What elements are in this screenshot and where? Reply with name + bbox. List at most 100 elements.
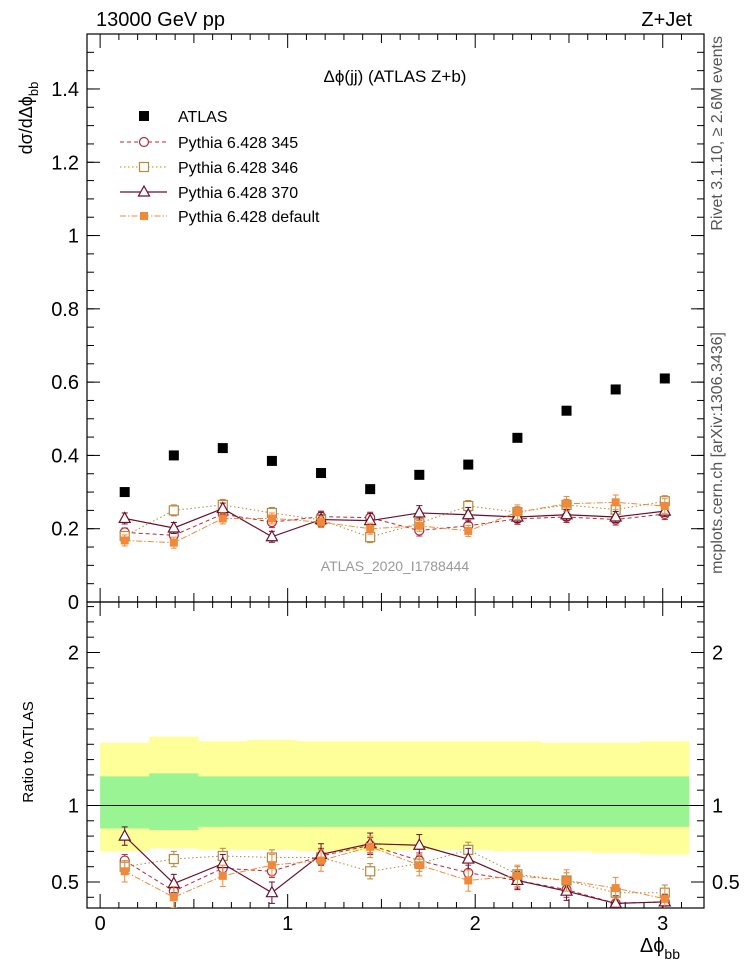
data-point-pythia-6-428-370 bbox=[412, 505, 426, 518]
legend-label-370: Pythia 6.428 370 bbox=[178, 185, 298, 202]
chart-title: Δϕ(jj) (ATLAS Z+b) bbox=[324, 67, 467, 86]
data-point-atlas bbox=[119, 487, 130, 498]
ratio-ytick-label-right: 0.5 bbox=[712, 872, 740, 894]
data-point-pythia-6-428-default bbox=[562, 876, 571, 885]
data-point-pythia-6-428-346 bbox=[168, 853, 179, 865]
data-point-pythia-6-428-default bbox=[169, 538, 178, 547]
ratio-ticks: 0.5 1 2 0.5 1 2 0 1 2 3 bbox=[51, 602, 740, 935]
data-point-pythia-6-428-default bbox=[611, 884, 620, 893]
ratio-panel: 0.5 1 2 0.5 1 2 0 1 2 3 Ratio to ATLAS Δϕbb bbox=[20, 601, 740, 962]
legend-label-346: Pythia 6.428 346 bbox=[178, 160, 298, 177]
data-point-pythia-6-428-370 bbox=[461, 851, 475, 864]
data-point-pythia-6-428-370 bbox=[118, 511, 132, 524]
main-ytick-label: 0.4 bbox=[51, 445, 79, 467]
series-line-pythia-6-428-default bbox=[124, 501, 665, 544]
legend-label-atlas: ATLAS bbox=[178, 109, 228, 126]
series-atlas bbox=[119, 373, 670, 498]
ratio-series bbox=[118, 826, 672, 908]
main-ytick-label: 1 bbox=[68, 226, 79, 248]
header-process-label: Z+Jet bbox=[641, 9, 692, 31]
data-point-pythia-6-428-default bbox=[513, 508, 522, 517]
legend-marker-346 bbox=[138, 161, 150, 173]
data-point-pythia-6-428-370 bbox=[461, 507, 475, 520]
data-point-pythia-6-428-default bbox=[267, 861, 276, 870]
main-y-axis-label: dσ/dΔϕbb bbox=[16, 82, 41, 155]
data-point-pythia-6-428-370 bbox=[118, 828, 132, 841]
data-point-atlas bbox=[168, 450, 179, 461]
data-point-pythia-6-428-default bbox=[464, 876, 473, 885]
data-point-pythia-6-428-default bbox=[366, 524, 375, 533]
xlabel-text: Δϕ bbox=[640, 935, 665, 957]
ratio-ytick-label-right: 1 bbox=[712, 795, 723, 817]
series-line-pythia-6-428-370 bbox=[124, 507, 665, 538]
legend-item-370: Pythia 6.428 370 bbox=[120, 184, 298, 202]
main-ytick-label: 0.8 bbox=[51, 299, 79, 321]
main-ytick-label: 1.4 bbox=[51, 79, 79, 101]
legend-item-345: Pythia 6.428 345 bbox=[120, 135, 298, 152]
series-pythia-6-428-default bbox=[120, 835, 669, 908]
series-pythia-6-428-370 bbox=[118, 501, 672, 543]
data-point-pythia-6-428-370 bbox=[265, 529, 279, 542]
data-point-pythia-6-428-370 bbox=[609, 509, 623, 522]
ratio-band-inner bbox=[100, 773, 690, 830]
legend-item-346: Pythia 6.428 346 bbox=[120, 160, 298, 177]
data-point-atlas bbox=[316, 468, 327, 479]
data-point-pythia-6-428-default bbox=[660, 501, 669, 510]
series-line-pythia-6-428-370 bbox=[124, 835, 665, 905]
data-point-pythia-6-428-370 bbox=[560, 507, 574, 520]
legend-item-default: Pythia 6.428 default bbox=[120, 209, 320, 226]
data-point-atlas bbox=[610, 384, 621, 395]
legend-label-345: Pythia 6.428 345 bbox=[178, 135, 298, 152]
ratio-ytick-label-right: 2 bbox=[712, 642, 723, 664]
data-point-pythia-6-428-default bbox=[366, 842, 375, 851]
ratio-xtick-label: 0 bbox=[95, 913, 106, 935]
svg-text:dσ/dΔϕbb: dσ/dΔϕbb bbox=[16, 82, 41, 155]
data-point-atlas bbox=[414, 469, 425, 480]
ratio-xtick-label: 2 bbox=[470, 913, 481, 935]
legend-marker-default bbox=[140, 212, 148, 220]
mcplots-label: mcplots.cern.ch [arXiv:1306.3436] bbox=[709, 332, 726, 574]
data-point-pythia-6-428-346 bbox=[365, 866, 376, 877]
data-point-atlas bbox=[217, 443, 228, 454]
ratio-xtick-label: 1 bbox=[282, 913, 293, 935]
data-point-atlas bbox=[561, 405, 572, 416]
data-point-pythia-6-428-default bbox=[120, 867, 129, 876]
legend-marker-345 bbox=[138, 136, 150, 148]
data-point-atlas bbox=[659, 373, 670, 384]
x-axis-label: Δϕbb bbox=[640, 935, 680, 962]
data-point-pythia-6-428-default bbox=[415, 861, 424, 870]
legend-item-atlas: ATLAS bbox=[139, 109, 228, 126]
data-point-atlas bbox=[463, 459, 474, 470]
series-pythia-6-428-default bbox=[120, 494, 669, 549]
ratio-ytick-label: 0.5 bbox=[51, 872, 79, 894]
data-point-pythia-6-428-346 bbox=[168, 505, 179, 516]
data-point-pythia-6-428-370 bbox=[265, 885, 279, 898]
data-point-pythia-6-428-default bbox=[317, 856, 326, 865]
series-pythia-6-428-345 bbox=[119, 508, 670, 542]
data-point-pythia-6-428-default bbox=[562, 499, 571, 508]
data-point-atlas bbox=[266, 455, 277, 466]
series-line-pythia-6-428-346 bbox=[124, 849, 665, 894]
main-ytick-label: 0 bbox=[68, 592, 79, 614]
legend-label-default: Pythia 6.428 default bbox=[178, 209, 320, 226]
main-ylabel-sub: bb bbox=[26, 82, 41, 96]
ratio-bands bbox=[87, 736, 704, 855]
data-point-pythia-6-428-default bbox=[218, 871, 227, 880]
main-ytick-label: 1.2 bbox=[51, 152, 79, 174]
series-pythia-6-428-370 bbox=[118, 826, 672, 908]
main-series bbox=[118, 373, 672, 549]
series-line-pythia-6-428-default bbox=[124, 846, 665, 900]
header-collision-label: 13000 GeV pp bbox=[96, 9, 225, 31]
data-point-pythia-6-428-default bbox=[120, 536, 129, 545]
analysis-watermark: ATLAS_2020_I1788444 bbox=[321, 558, 470, 574]
legend-marker-370 bbox=[137, 184, 151, 197]
data-point-atlas bbox=[365, 484, 376, 495]
rivet-version-label: Rivet 3.1.10, ≥ 2.6M events bbox=[709, 36, 726, 231]
data-point-pythia-6-428-default bbox=[317, 518, 326, 527]
main-ytick-label: 0.2 bbox=[51, 519, 79, 541]
series-line-pythia-6-428-346 bbox=[124, 500, 665, 538]
data-point-pythia-6-428-370 bbox=[412, 838, 426, 850]
ratio-xtick-label: 3 bbox=[657, 913, 668, 935]
data-point-pythia-6-428-default bbox=[169, 893, 178, 902]
